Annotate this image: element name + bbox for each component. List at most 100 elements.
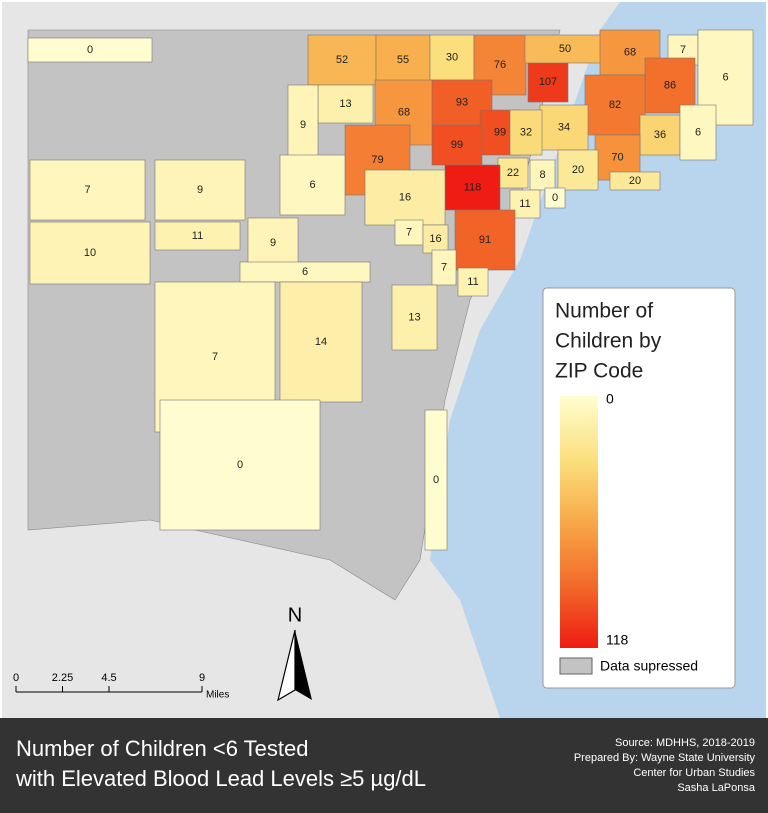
region-label: 13: [408, 311, 420, 323]
zip-region: [539, 104, 589, 151]
region-label: 9: [300, 119, 306, 131]
zip-region: [154, 159, 246, 221]
region-label: 9: [197, 184, 203, 196]
region-label: 7: [406, 226, 412, 238]
region-label: 93: [456, 96, 468, 108]
zip-region: [529, 159, 556, 191]
region-label: 34: [558, 121, 570, 133]
region-label: 99: [451, 139, 463, 151]
zip-region: [457, 267, 489, 297]
zip-region: [422, 224, 449, 254]
zip-region: [159, 399, 321, 531]
region-label: 7: [680, 44, 686, 56]
credit: Center for Urban Studies: [633, 767, 755, 779]
region-label: 107: [539, 76, 557, 88]
region-label: 50: [559, 43, 571, 55]
region-label: 68: [624, 46, 636, 58]
zip-region: [557, 149, 599, 191]
zip-region: [279, 281, 363, 403]
scale-label: 4.5: [101, 672, 116, 684]
legend-title: Number of: [555, 300, 653, 323]
zip-region: [154, 221, 241, 251]
zip-region: [429, 34, 475, 81]
region-label: 30: [446, 51, 458, 63]
north-arrow: N: [277, 604, 312, 702]
region-label: 55: [397, 54, 409, 66]
region-label: 13: [339, 98, 351, 110]
zip-region: [509, 109, 543, 156]
zip-region: [497, 157, 529, 189]
region-label: 52: [336, 54, 348, 66]
zip-region: [364, 169, 446, 226]
region-label: 16: [429, 233, 441, 245]
zip-region: [317, 84, 374, 124]
legend-min: 0: [606, 391, 614, 407]
credit: Source: MDHHS, 2018-2019: [615, 737, 755, 749]
region-label: 20: [629, 175, 641, 187]
credit: Sasha LaPonsa: [677, 782, 756, 794]
zip-region: [287, 84, 319, 166]
region-label: 6: [722, 71, 728, 83]
region-label: 82: [609, 99, 621, 111]
zip-region: [444, 164, 501, 211]
footer-title: with Elevated Blood Lead Levels ≥5 µg/dL: [15, 766, 426, 791]
region-label: 91: [479, 234, 491, 246]
zip-region: [375, 34, 431, 86]
suppressed-label: Data supressed: [600, 658, 698, 674]
region-label: 11: [192, 230, 203, 242]
scale-unit: Miles: [206, 690, 229, 701]
zip-region: [527, 61, 569, 103]
region-label: 11: [519, 198, 530, 210]
zip-region: [279, 154, 346, 216]
legend-max: 118: [606, 632, 629, 648]
zip-region: [394, 219, 424, 246]
legend: Number of Children by ZIP Code 0 118 Data sup…: [555, 300, 698, 675]
zip-region: [644, 57, 696, 114]
zip-region: [524, 34, 606, 64]
zip-region: [29, 221, 151, 285]
zip-region: [424, 409, 448, 551]
region-label: 9: [270, 237, 276, 249]
region-label: 86: [664, 79, 676, 91]
region-label: 7: [212, 351, 218, 363]
region-label: 0: [433, 474, 439, 486]
zip-region: [431, 124, 483, 166]
zip-region: [584, 74, 646, 136]
scale-label: 9: [199, 672, 205, 684]
region-label: 6: [309, 179, 315, 191]
region-label: 118: [464, 181, 482, 193]
region-label: 0: [237, 459, 243, 471]
region-label: 8: [539, 169, 545, 181]
region-label: 20: [572, 164, 584, 176]
zip-region: [391, 284, 438, 351]
region-label: 11: [467, 276, 478, 288]
zip-region: [247, 217, 299, 269]
region-label: 7: [84, 184, 90, 196]
zip-region: [431, 249, 457, 286]
region-label: 0: [552, 192, 558, 204]
region-label: 10: [84, 247, 96, 259]
zip-region: [639, 114, 681, 156]
legend-title: Children by: [555, 330, 662, 353]
footer-title: Number of Children <6 Tested: [16, 736, 308, 761]
region-label: 0: [87, 44, 93, 56]
scale-label: 2.25: [52, 672, 73, 684]
region-label: 99: [494, 126, 506, 138]
region-label: 6: [695, 126, 701, 138]
legend-title: ZIP Code: [555, 360, 643, 383]
legend-ramp: [560, 396, 598, 648]
region-label: 70: [611, 151, 623, 163]
region-label: 68: [398, 106, 410, 118]
region-label: 16: [399, 191, 411, 203]
zip-region: [29, 159, 146, 221]
region-label: 36: [654, 129, 666, 141]
zip-region: [27, 37, 153, 63]
region-label: 14: [315, 336, 327, 348]
footer-bar: [0, 718, 768, 813]
region-label: 76: [494, 59, 506, 71]
region-label: 32: [520, 126, 532, 138]
region-label: 22: [507, 167, 519, 179]
